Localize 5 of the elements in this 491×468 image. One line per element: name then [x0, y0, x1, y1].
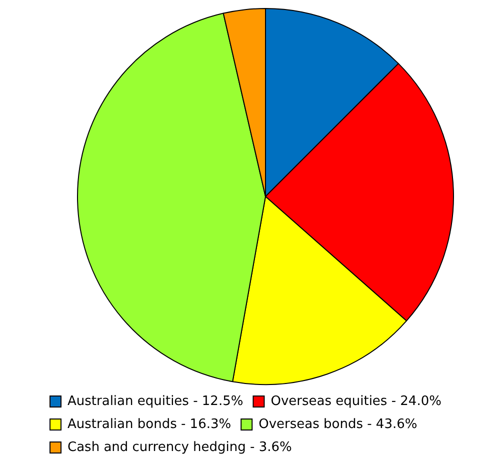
legend-label: Overseas equities - 24.0%	[270, 394, 442, 409]
legend-label: Overseas bonds - 43.6%	[258, 416, 418, 432]
legend-label: Cash and currency hedging - 3.6%	[68, 440, 292, 455]
legend-label: Australian equities - 12.5%	[68, 394, 244, 409]
legend-label: Australian bonds - 16.3%	[68, 416, 232, 432]
